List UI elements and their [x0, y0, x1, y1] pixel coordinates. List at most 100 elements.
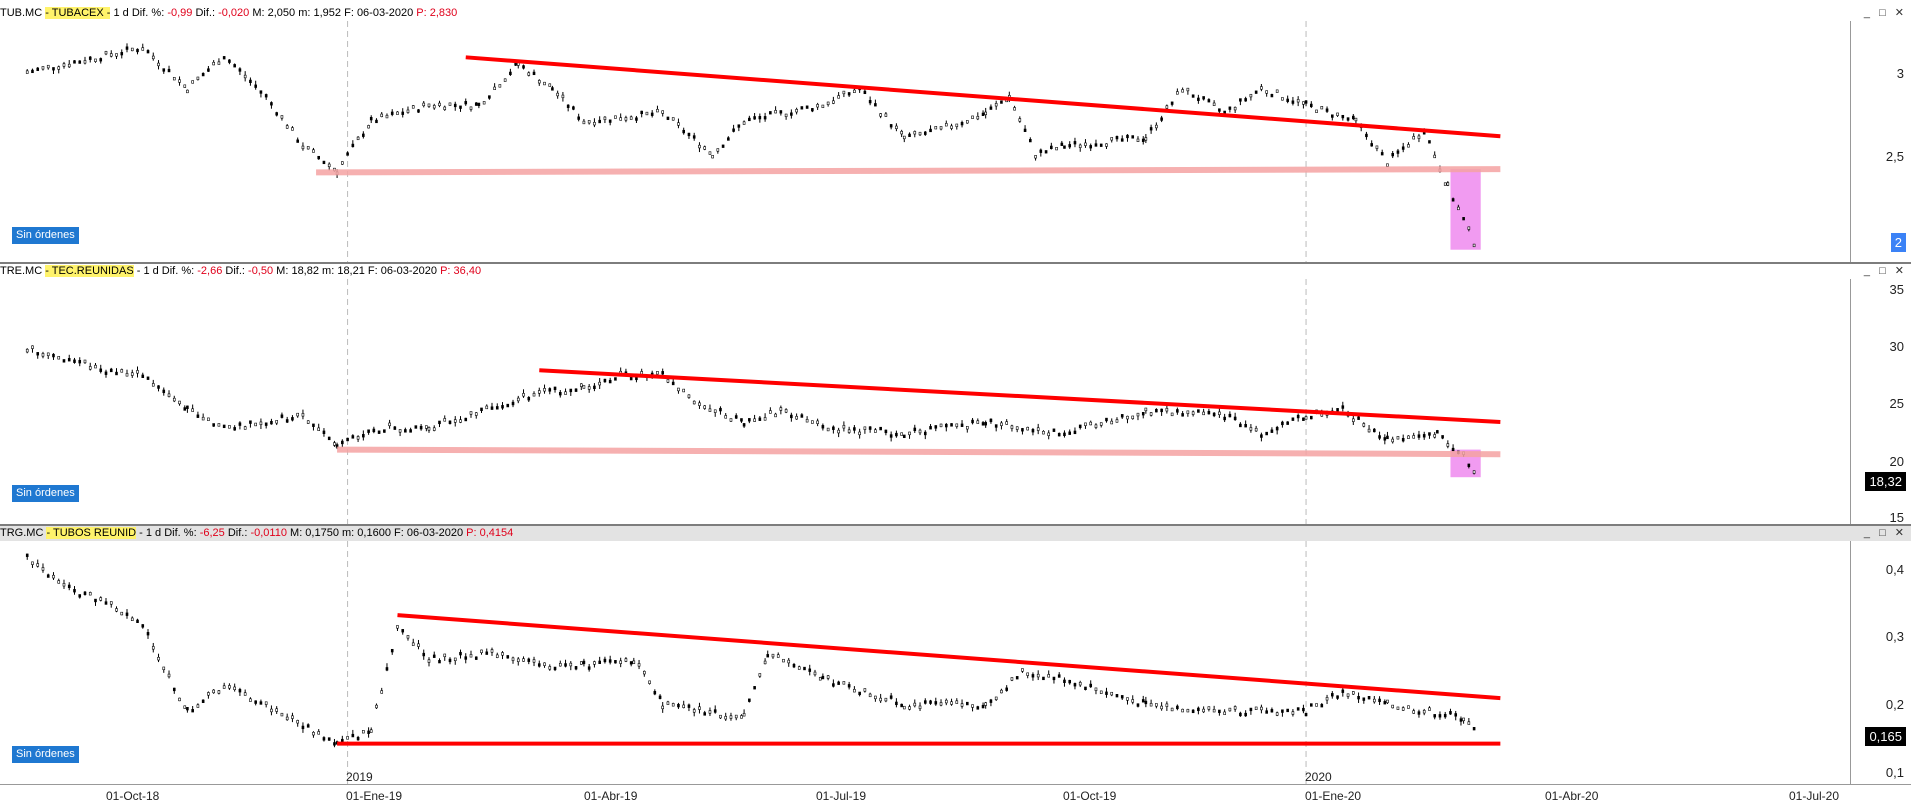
candle-body: [453, 657, 457, 661]
candle-body: [784, 113, 788, 117]
candle-body: [527, 658, 531, 662]
candle-body: [923, 431, 927, 436]
candle-body: [178, 79, 181, 83]
chart-panel-tubos-reunidos[interactable]: TRG.MC - TUBOS REUNID - 1 d Dif. %: -6,2…: [0, 526, 1911, 784]
candle-body: [162, 389, 166, 394]
window-controls[interactable]: _ □ ✕: [1863, 265, 1907, 277]
candle-body: [832, 683, 835, 687]
candle-body: [1052, 676, 1056, 681]
candle-body: [183, 407, 187, 411]
candle-body: [296, 412, 299, 417]
candle-body: [1428, 140, 1431, 144]
candle-body: [1084, 422, 1087, 426]
panel-separator[interactable]: [0, 262, 1911, 264]
candle-body: [52, 67, 55, 71]
candle-body: [217, 61, 221, 65]
candle-body: [351, 733, 355, 738]
x-tick-label: 01-Jul-20: [1789, 789, 1840, 803]
candle-body: [141, 624, 145, 628]
candle-body: [1275, 426, 1279, 431]
candle-body: [790, 414, 793, 419]
candle-body: [889, 124, 893, 128]
candle-body: [419, 425, 423, 430]
candle-body: [1331, 114, 1334, 118]
candle-body: [67, 63, 71, 68]
candle-body: [847, 92, 851, 96]
candle-body: [522, 65, 525, 69]
window-controls[interactable]: _ □ ✕: [1863, 527, 1907, 539]
candle-body: [1073, 141, 1077, 145]
candle-body: [566, 104, 570, 108]
candle-body: [1144, 137, 1148, 141]
candle-body: [1089, 421, 1093, 426]
candle-body: [766, 654, 770, 658]
candle-body: [703, 712, 707, 716]
candle-body: [895, 125, 898, 130]
candle-body: [543, 81, 546, 86]
window-controls[interactable]: _ □ ✕: [1863, 7, 1907, 19]
candle-body: [396, 111, 399, 115]
candle-body: [125, 373, 129, 377]
dif-label: Dif.:: [225, 265, 245, 277]
candle-body: [913, 427, 917, 432]
candle-body: [448, 420, 452, 424]
candle-body: [285, 716, 289, 721]
candle-body: [1373, 428, 1376, 433]
candle-body: [1099, 422, 1103, 426]
candle-body: [603, 658, 607, 663]
candle-body: [711, 155, 714, 159]
candle-body: [1320, 704, 1324, 708]
candle-body: [908, 431, 911, 436]
candle-body: [1304, 100, 1308, 104]
chart-canvas[interactable]: [0, 21, 1850, 262]
candle-body: [94, 364, 97, 369]
candle-body: [383, 429, 386, 433]
resistance-line: [539, 368, 1501, 424]
orders-badge[interactable]: Sin órdenes: [12, 227, 79, 244]
candle-body: [598, 660, 601, 664]
chart-panel-tubacex[interactable]: TUB.MC - TUBACEX - 1 d Dif. %: -0,99 Dif…: [0, 6, 1911, 262]
candle-body: [31, 69, 34, 74]
candle-body: [698, 706, 701, 710]
candle-body: [1346, 117, 1350, 121]
candle-body: [1207, 99, 1211, 103]
chart-canvas[interactable]: [0, 541, 1850, 784]
candle-body: [587, 666, 591, 670]
candle-body: [207, 68, 210, 72]
chart-canvas[interactable]: [0, 279, 1850, 524]
candle-body: [438, 102, 441, 107]
candle-body: [742, 423, 746, 427]
candle-body: [1015, 426, 1019, 430]
chart-panel-tec-reunidas[interactable]: TRE.MC - TEC.REUNIDAS - 1 d Dif. %: -2,6…: [0, 264, 1911, 525]
date-value: F: 06-03-2020: [344, 7, 414, 19]
candle-body: [1165, 407, 1169, 412]
panel-separator[interactable]: [0, 524, 1911, 526]
candle-body: [1417, 135, 1421, 139]
orders-badge[interactable]: Sin órdenes: [12, 485, 79, 502]
candle-body: [971, 115, 974, 119]
candle-body: [1010, 425, 1014, 429]
candle-body: [1265, 431, 1268, 436]
candle-body: [78, 60, 82, 64]
candle-body: [57, 356, 61, 360]
candle-body: [162, 666, 166, 671]
dif-value: -0,0110: [250, 527, 287, 539]
candle-body: [976, 706, 980, 710]
company-name: - TEC.REUNIDAS: [45, 265, 134, 277]
candle-body: [1233, 416, 1237, 421]
candle-body: [1202, 708, 1205, 713]
candle-body: [488, 95, 491, 99]
candle-body: [658, 695, 662, 699]
candle-body: [1039, 149, 1043, 153]
candle-body: [1005, 687, 1008, 691]
candle-body: [238, 689, 242, 693]
orders-badge[interactable]: Sin órdenes: [12, 746, 79, 763]
candle-body: [1407, 705, 1410, 709]
candle-body: [249, 420, 252, 424]
candle-body: [312, 149, 315, 153]
candle-body: [527, 397, 531, 401]
candle-body: [900, 703, 903, 708]
candle-body: [369, 729, 373, 733]
candle-body: [448, 658, 452, 663]
candle-body: [753, 686, 756, 690]
